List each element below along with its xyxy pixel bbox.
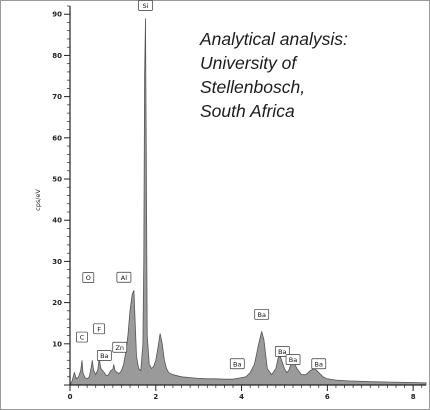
y-tick-label: 60 xyxy=(52,134,62,142)
peak-label-ba: Ba xyxy=(96,350,112,361)
y-tick-label: 40 xyxy=(52,217,62,225)
peak-label-ba: Ba xyxy=(285,354,301,365)
peak-label-text: C xyxy=(80,334,85,342)
y-tick-label: 10 xyxy=(52,340,62,348)
y-tick-label: 70 xyxy=(52,93,62,101)
peak-label-text: Ba xyxy=(289,356,297,364)
peak-label-ba: Ba xyxy=(274,346,290,357)
peak-label-zn: Zn xyxy=(112,341,128,353)
annotation-line-1: Analytical analysis: xyxy=(199,29,348,49)
peak-label-text: Ba xyxy=(278,348,286,356)
peak-label-box xyxy=(112,341,128,353)
peak-label-box xyxy=(138,0,153,11)
peak-label-si: Si xyxy=(138,0,153,11)
peak-label-box xyxy=(229,358,245,370)
axes-layer: 10 20 30 40 50 60 70 80 90 0 2 4 6 8 xyxy=(52,5,426,401)
annotation-line-4: South Africa xyxy=(200,101,295,121)
x-tick-label: 2 xyxy=(153,393,158,401)
peak-label-text: O xyxy=(86,274,91,282)
source-annotation: Analytical analysis: University of Stell… xyxy=(199,29,348,121)
peak-label-box xyxy=(254,308,270,320)
y-tick-label: 50 xyxy=(52,176,62,184)
y-tick-label: 90 xyxy=(52,11,62,19)
peak-label-text: Ba xyxy=(257,311,265,319)
y-tick-label: 30 xyxy=(52,258,62,266)
peak-label-text: Ba xyxy=(233,360,241,368)
y-tick-label: 80 xyxy=(52,52,62,60)
peak-label-box xyxy=(274,346,290,357)
y-tick-label: 20 xyxy=(52,299,62,307)
peak-label-box xyxy=(311,358,327,370)
peak-label-ba: Ba xyxy=(311,358,327,370)
peak-label-f: F xyxy=(93,323,106,335)
peak-label-text: Zn xyxy=(115,344,124,352)
peak-label-box xyxy=(285,354,301,365)
peak-label-text: Al xyxy=(121,274,127,282)
peak-label-text: Ba xyxy=(100,352,108,360)
x-tick-label: 0 xyxy=(68,393,73,401)
peak-label-c: C xyxy=(76,331,88,343)
peak-label-box xyxy=(116,271,132,283)
peak-label-box xyxy=(96,350,112,361)
annotation-line-3: Stellenbosch, xyxy=(200,77,305,97)
y-axis-label: cps/eV xyxy=(34,189,42,211)
peak-label-text: Ba xyxy=(315,360,323,368)
peak-label-text: F xyxy=(97,325,101,333)
x-tick-label: 8 xyxy=(411,393,416,401)
x-tick-label: 4 xyxy=(239,393,244,401)
annotation-line-2: University of xyxy=(200,53,298,73)
x-tick-label: 6 xyxy=(325,393,330,401)
peak-label-box xyxy=(82,272,95,283)
peak-label-box xyxy=(76,331,88,343)
peak-label-ba: Ba xyxy=(229,358,245,370)
peak-label-al: Al xyxy=(116,271,132,283)
peak-label-box xyxy=(93,323,106,335)
peak-label-ba: Ba xyxy=(254,308,270,320)
peak-label-text: Si xyxy=(143,2,149,10)
peak-label-o: O xyxy=(82,272,95,283)
